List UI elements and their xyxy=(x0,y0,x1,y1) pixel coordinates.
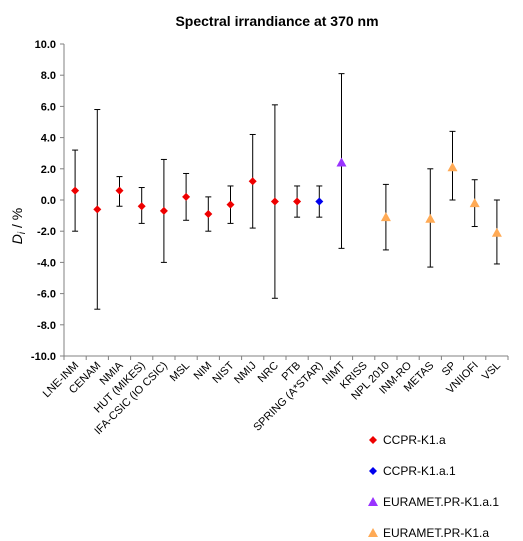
y-axis-label-subscript: i xyxy=(17,231,28,234)
y-tick-label: 4.0 xyxy=(41,133,56,145)
data-point xyxy=(491,227,502,237)
y-axis-label: Di / % xyxy=(9,208,28,244)
legend-entry: CCPR-K1.a.1 xyxy=(383,464,456,478)
data-point xyxy=(447,162,458,172)
data-point xyxy=(248,177,257,186)
series xyxy=(315,185,324,218)
data-point xyxy=(425,213,436,223)
legend-marker xyxy=(368,528,378,537)
legend-entry: CCPR-K1.a xyxy=(383,433,446,447)
series xyxy=(71,104,302,310)
y-tick-label: -2.0 xyxy=(37,226,56,238)
y-tick-label: 6.0 xyxy=(41,101,56,113)
x-tick-label: VSL xyxy=(480,360,503,383)
y-axis-label-main: D xyxy=(9,234,25,244)
y-tick-label: 8.0 xyxy=(41,70,56,82)
legend-marker xyxy=(369,436,377,444)
legend: CCPR-K1.a CCPR-K1.a.1 EURAMET.PR-K1.a.1 EUR… xyxy=(368,433,499,540)
data-point xyxy=(380,212,391,222)
data-point xyxy=(137,202,146,211)
data-point xyxy=(293,197,302,206)
x-tick-label: NMIJ xyxy=(232,360,259,387)
y-tick-label: -6.0 xyxy=(37,289,56,301)
data-point xyxy=(226,200,235,209)
data-point xyxy=(469,198,480,208)
y-tick-label: 0.0 xyxy=(41,195,56,207)
legend-marker xyxy=(368,497,378,506)
y-tick-label: 10.0 xyxy=(35,39,56,51)
legend-marker xyxy=(369,467,377,475)
data-point xyxy=(336,157,347,167)
data-point xyxy=(204,210,213,219)
data-point xyxy=(159,206,168,215)
y-tick-label: -4.0 xyxy=(37,257,56,269)
legend-entry: EURAMET.PR-K1.a.1 xyxy=(383,495,499,509)
data-point xyxy=(71,186,80,195)
y-tick-label: 2.0 xyxy=(41,164,56,176)
plot-area: 10.0 8.0 6.0 4.0 2.0 0.0 -2.0 -4.0 -6.0 -8.0 -10.0… xyxy=(31,39,509,437)
x-tick-label: NIST xyxy=(210,359,236,385)
y-tick-label: -10.0 xyxy=(31,351,56,363)
data-point xyxy=(270,197,279,206)
x-tick-label: NRC xyxy=(256,360,281,385)
x-tick-label: MSL xyxy=(168,360,192,384)
data-point xyxy=(182,192,191,201)
y-axis-label-unit: / % xyxy=(9,208,25,232)
chart-title: Spectral irrandiance at 370 nm xyxy=(175,13,378,29)
y-tick-label: -8.0 xyxy=(37,320,56,332)
series xyxy=(336,73,347,249)
data-point xyxy=(315,197,324,206)
data-point xyxy=(93,205,102,214)
legend-entry: EURAMET.PR-K1.a xyxy=(383,526,489,540)
data-point xyxy=(115,186,124,195)
series xyxy=(380,130,502,268)
